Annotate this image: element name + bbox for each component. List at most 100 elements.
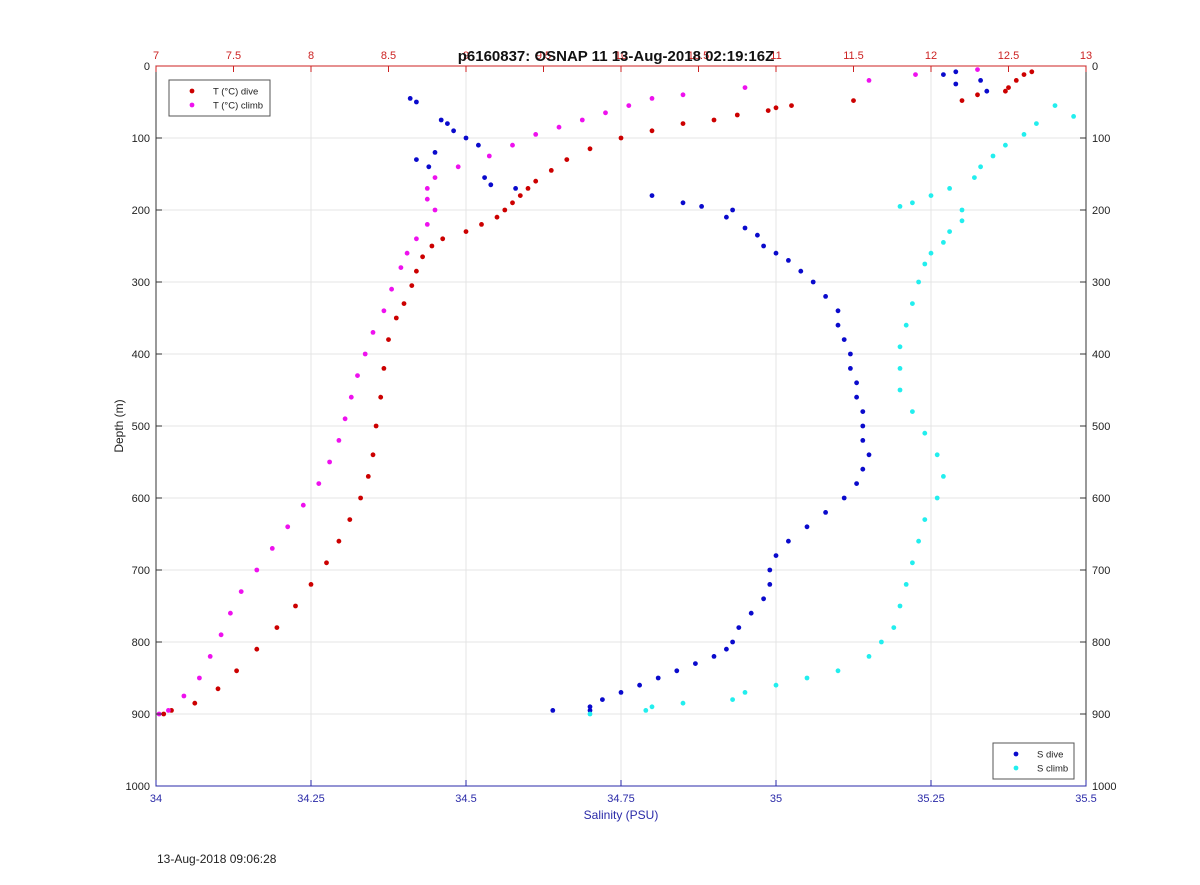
data-point-t_climb: [362, 351, 368, 357]
data-point-t_climb: [327, 459, 332, 465]
x-tick-label-bottom: 34: [150, 793, 162, 805]
data-point-s_dive: [680, 200, 686, 206]
data-point-s_dive: [773, 250, 779, 256]
data-point-s_climb: [990, 153, 996, 159]
data-point-t_dive: [234, 668, 240, 674]
data-point-t_dive: [618, 135, 624, 141]
data-point-t_dive: [378, 394, 384, 400]
y-tick-label-left: 200: [132, 205, 150, 217]
y-tick-label-left: 800: [132, 637, 150, 649]
data-point-t_climb: [389, 286, 394, 292]
data-point-s_climb: [1021, 132, 1027, 137]
legend-marker-s_climb: [1013, 765, 1019, 771]
data-point-s_dive: [407, 96, 413, 101]
x-tick-label-top: 11.5: [843, 50, 864, 62]
data-point-s_climb: [1052, 103, 1058, 108]
data-point-t_dive: [324, 560, 329, 566]
data-point-t_climb: [238, 589, 244, 594]
data-point-t_climb: [269, 546, 275, 551]
data-point-t_dive: [587, 146, 593, 152]
data-point-t_dive: [975, 92, 980, 98]
x-tick-label-bottom: 35.5: [1075, 793, 1096, 805]
data-point-s_dive: [513, 186, 518, 191]
data-point-s_climb: [897, 366, 903, 371]
x-tick-label-top: 11: [770, 50, 781, 62]
y-tick-label-right: 300: [1092, 277, 1110, 289]
data-point-s_dive: [953, 69, 959, 75]
data-point-s_dive: [550, 708, 556, 713]
data-point-s_climb: [916, 538, 921, 544]
data-point-s_climb: [879, 639, 884, 645]
data-point-s_climb: [643, 708, 649, 713]
y-tick-label-right: 900: [1092, 709, 1110, 721]
data-point-s_climb: [959, 207, 965, 213]
data-point-t_climb: [355, 373, 360, 378]
series-t_climb: [156, 67, 980, 717]
data-point-s_dive: [426, 164, 432, 170]
y-tick-label-right: 400: [1092, 349, 1110, 361]
data-point-t_climb: [742, 85, 748, 90]
data-point-s_dive: [730, 639, 735, 645]
data-point-s_dive: [476, 142, 481, 148]
data-point-s_dive: [978, 78, 983, 83]
data-point-t_climb: [181, 693, 187, 699]
data-point-s_dive: [984, 88, 990, 94]
data-point-s_climb: [1003, 142, 1008, 148]
data-point-s_dive: [618, 690, 624, 695]
data-point-s_dive: [854, 481, 859, 486]
data-point-s_climb: [897, 204, 903, 209]
data-point-s_dive: [810, 279, 816, 285]
y-tick-label-right: 600: [1092, 493, 1110, 505]
chart-title: p6160837: OSNAP 11 13-Aug-2018 02:19:16Z: [458, 48, 775, 65]
data-point-s_dive: [674, 668, 680, 674]
data-point-t_climb: [603, 110, 608, 116]
data-point-s_climb: [947, 229, 952, 235]
data-point-s_dive: [587, 708, 593, 713]
data-point-s_dive: [848, 351, 853, 357]
data-point-t_dive: [564, 157, 570, 163]
data-point-s_dive: [730, 207, 735, 213]
x-tick-label-top: 9.5: [536, 50, 551, 62]
data-point-t_climb: [975, 67, 980, 72]
y-tick-label-right: 0: [1092, 61, 1098, 73]
data-point-s_dive: [761, 243, 766, 249]
data-point-s_dive: [841, 495, 847, 501]
data-point-t_dive: [161, 711, 167, 717]
data-point-t_dive: [765, 108, 771, 113]
data-point-s_climb: [934, 452, 940, 458]
y-tick-label-left: 600: [132, 493, 150, 505]
data-point-s_dive: [463, 135, 469, 141]
data-point-s_dive: [823, 510, 828, 515]
data-point-t_climb: [432, 175, 438, 181]
data-point-t_dive: [711, 117, 717, 123]
x-tick-label-top: 10: [615, 50, 627, 62]
data-point-t_climb: [579, 117, 585, 123]
legend-label-t_dive: T (°C) dive: [213, 87, 258, 98]
data-point-t_climb: [424, 186, 430, 191]
data-point-s_dive: [748, 610, 754, 616]
data-point-s_dive: [835, 322, 841, 328]
data-point-s_dive: [767, 567, 773, 573]
legend-marker-s_dive: [1013, 751, 1019, 757]
data-point-s_climb: [1034, 121, 1039, 126]
legend-label-t_climb: T (°C) climb: [213, 101, 263, 112]
data-point-s_climb: [680, 700, 686, 706]
data-point-t_climb: [510, 142, 515, 148]
data-point-t_climb: [533, 132, 539, 137]
legend-salinity: S dive S climb: [992, 742, 1075, 780]
footer-timestamp: 13-Aug-2018 09:06:28: [157, 852, 277, 866]
data-point-t_dive: [463, 229, 469, 235]
x-axis-label-bottom: Salinity (PSU): [584, 808, 659, 822]
data-point-s_dive: [755, 232, 760, 238]
data-point-s_climb: [730, 697, 735, 702]
data-point-t_climb: [207, 654, 213, 659]
data-point-s_climb: [947, 186, 952, 191]
data-point-t_dive: [347, 517, 353, 522]
data-point-t_dive: [308, 582, 314, 587]
data-point-t_dive: [479, 222, 484, 227]
y-tick-label-left: 500: [132, 421, 150, 433]
data-point-s_climb: [934, 495, 940, 501]
x-tick-label-bottom: 35: [770, 793, 782, 805]
y-tick-label-right: 700: [1092, 565, 1110, 577]
